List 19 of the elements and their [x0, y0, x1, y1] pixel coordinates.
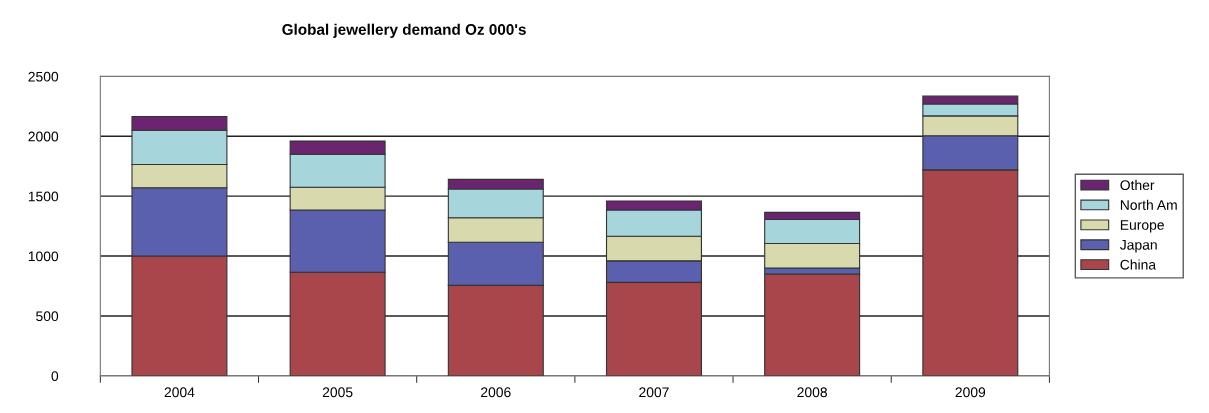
x-tick-label: 2005 — [322, 387, 353, 398]
y-tick-label: 2000 — [28, 131, 59, 142]
y-tick-label: 1500 — [28, 191, 59, 202]
x-tick-label: 2008 — [797, 387, 827, 398]
legend-label: Other — [1120, 179, 1155, 191]
legend-label: Europe — [1120, 220, 1164, 233]
x-tick-label: 2009 — [955, 387, 986, 398]
y-tick-label: 0 — [51, 371, 59, 381]
y-tick-label: 2500 — [28, 71, 59, 82]
bar — [764, 273, 861, 376]
legend-label: North Am — [1120, 199, 1177, 210]
legend-label: Japan — [1120, 240, 1157, 253]
x-tick-label: 2004 — [164, 387, 195, 398]
x-tick-label: 2006 — [481, 387, 511, 398]
chart-title: Global jewellery demand Oz 000's — [282, 23, 526, 38]
x-tick-label: 2007 — [639, 387, 669, 398]
y-tick-label: 500 — [36, 311, 59, 322]
y-tick-label: 1000 — [28, 251, 59, 262]
legend-label: China — [1120, 259, 1157, 270]
